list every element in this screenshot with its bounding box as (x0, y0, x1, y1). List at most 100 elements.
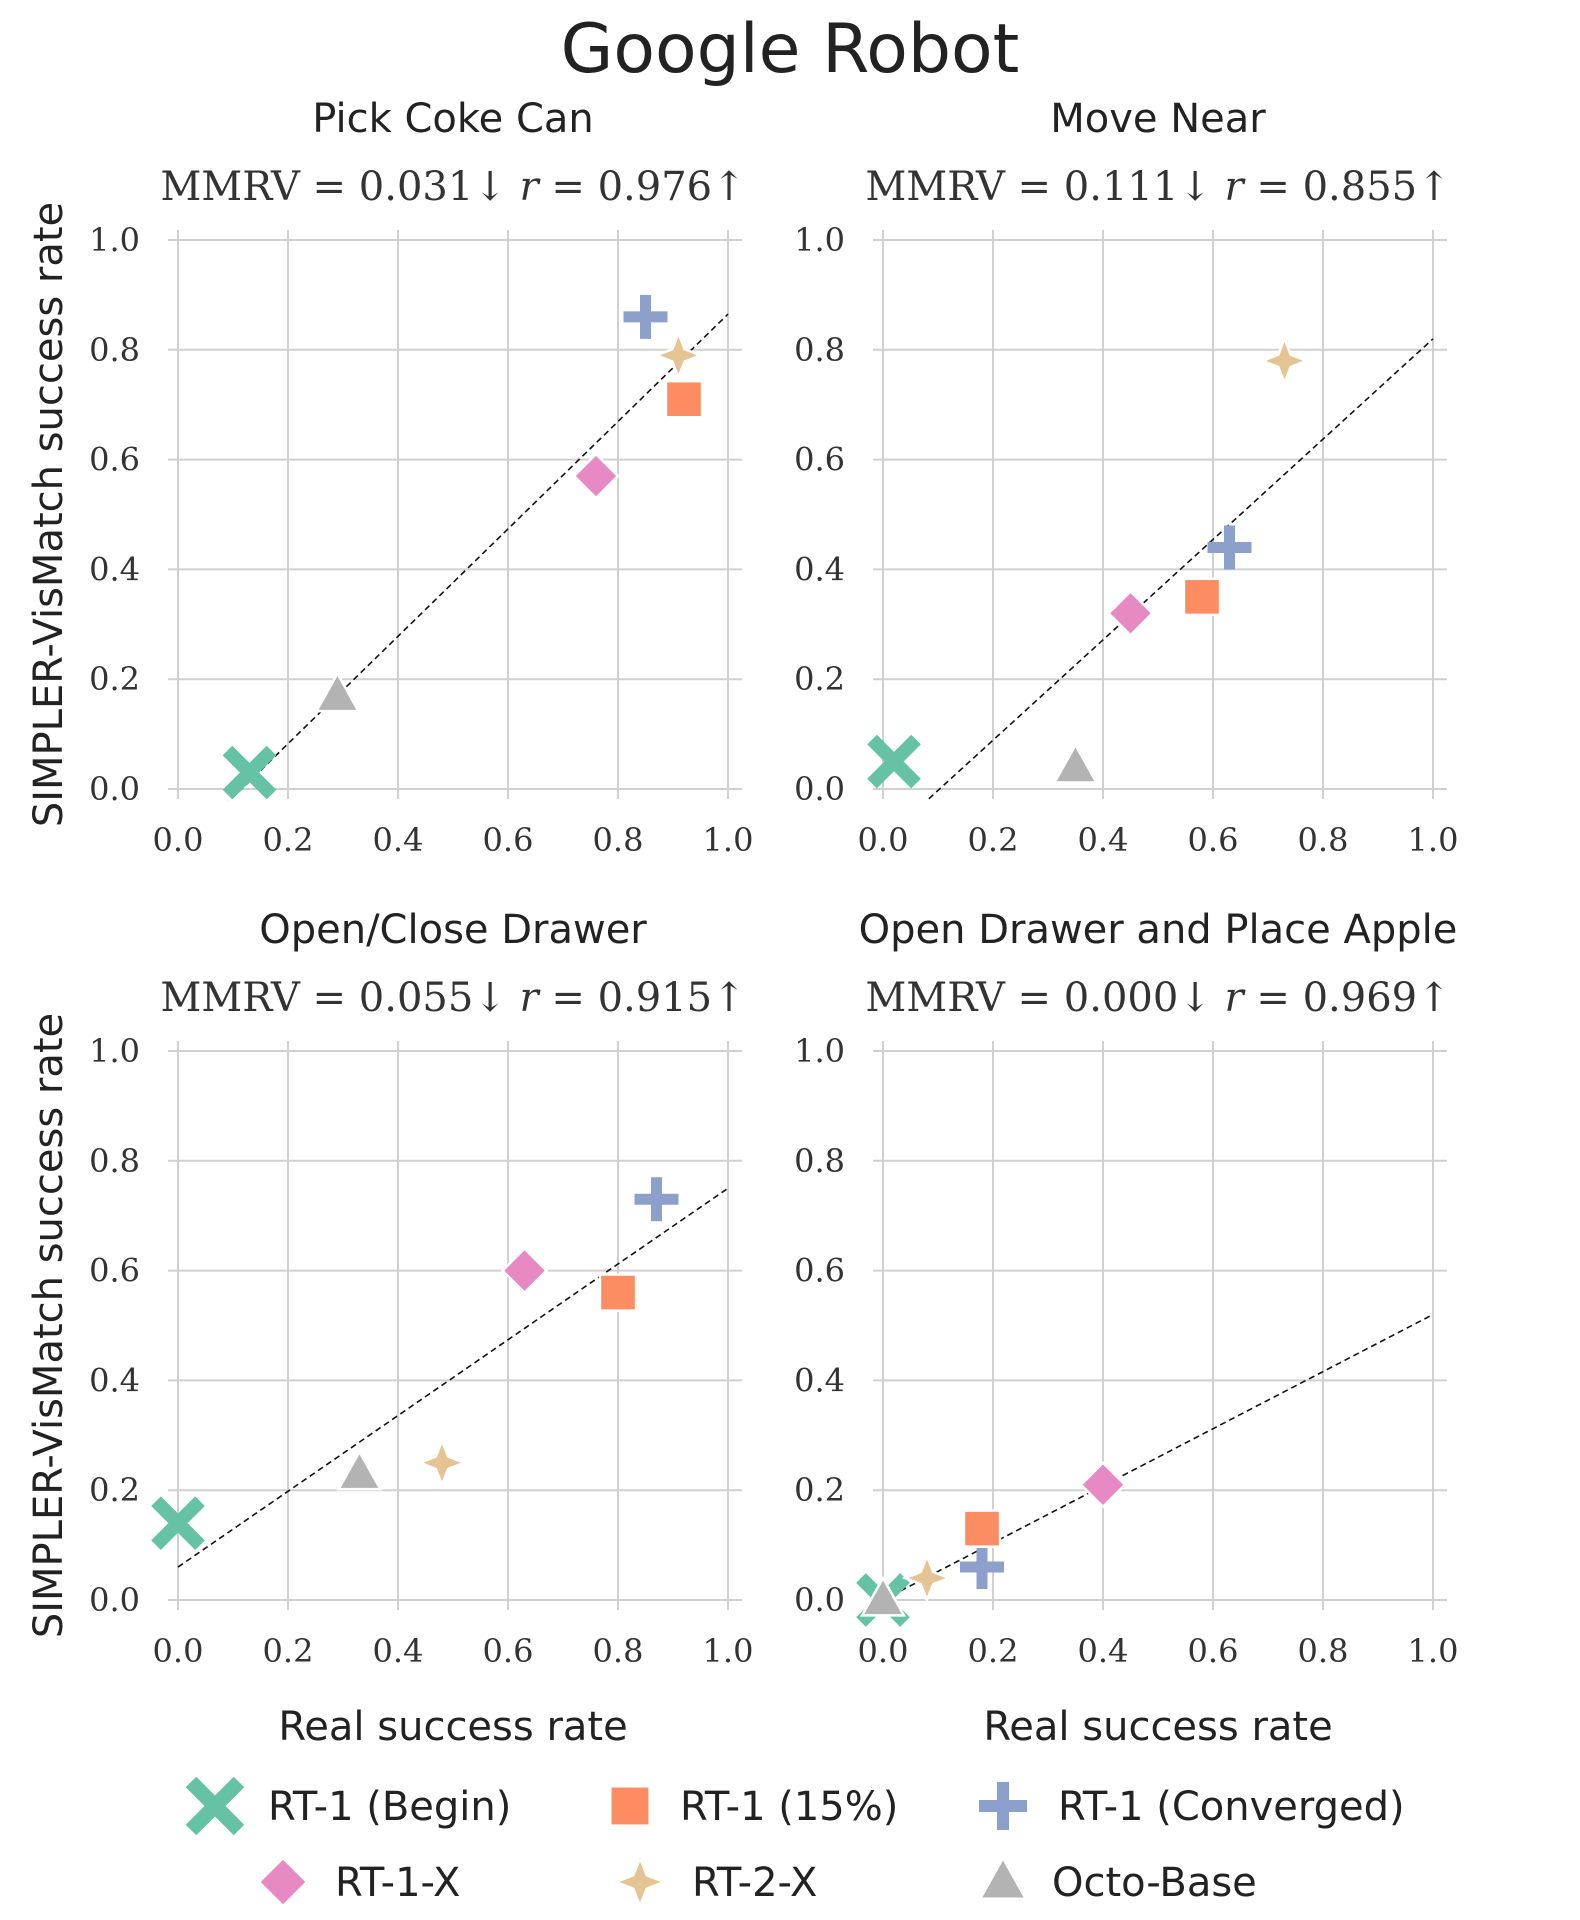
legend-label: Octo-Base (1052, 1860, 1257, 1906)
x-tick-label: 0.4 (1078, 1632, 1129, 1670)
y-tick-label: 0.2 (794, 660, 845, 698)
subplot-title: Move Near (1050, 96, 1266, 142)
data-point-octo (314, 671, 361, 713)
legend-label: RT-1 (Begin) (268, 1784, 511, 1830)
legend-marker-star4-icon (612, 1854, 668, 1910)
data-point-rt1_begin (222, 745, 277, 800)
x-tick-label: 1.0 (1408, 1632, 1459, 1670)
y-tick-label: 0.4 (794, 550, 845, 588)
legend-item-octo: Octo-Base (978, 1855, 1257, 1906)
data-point-rt1_15 (598, 1273, 638, 1312)
data-point-rt1_15 (962, 1509, 1002, 1548)
legend-marker-diamond-icon (257, 1856, 309, 1908)
mmrv-value: 0.111 (1064, 164, 1179, 210)
plot-area (871, 228, 1445, 801)
subplot-4: 0.0 0.2 0.4 0.6 0.8 1.0 0.0 0.2 0.4 0.6 0.8 1.0 Open… (794, 907, 1458, 1750)
r-value: 0.976 (598, 164, 713, 210)
y-tick-label: 0.0 (89, 770, 140, 808)
x-tick-label: 0.6 (483, 821, 534, 859)
x-tick-label: 0.6 (1188, 821, 1239, 859)
legend-item-rt1x: RT-1-X (257, 1856, 460, 1908)
fit-line (882, 1313, 1434, 1601)
x-tick-label: 0.4 (1078, 821, 1129, 859)
y-tick-label: 1.0 (794, 1032, 845, 1070)
x-tick-label: 0.2 (968, 1632, 1019, 1670)
x-tick-label: 0.6 (1188, 1632, 1239, 1670)
x-tick-label: 0.8 (593, 1632, 644, 1670)
x-tick-label: 0.2 (968, 821, 1019, 859)
data-point-rt2x (901, 1552, 953, 1604)
y-tick-label: 0.6 (794, 441, 845, 479)
x-tick-label: 0.4 (373, 821, 424, 859)
data-point-rt2x (416, 1437, 468, 1489)
data-point-rt1x (1106, 589, 1155, 638)
y-tick-label: 0.2 (794, 1471, 845, 1509)
x-tick-label: 0.0 (858, 1632, 909, 1670)
x-tick-label: 1.0 (1408, 821, 1459, 859)
y-tick-label: 0.0 (89, 1581, 140, 1619)
subplot-title: Open Drawer and Place Apple (859, 907, 1458, 953)
legend-label: RT-1 (Converged) (1058, 1784, 1405, 1830)
x-axis-label: Real success rate (278, 1704, 627, 1750)
y-axis-label: SIMPLER-VisMatch success rate (26, 202, 72, 827)
subplot-title: Open/Close Drawer (259, 907, 647, 953)
subplot-title: Pick Coke Can (312, 96, 593, 142)
y-tick-label: 0.8 (794, 1142, 845, 1180)
legend-item-rt1_conv: RT-1 (Converged) (979, 1782, 1405, 1830)
metric-line: MMRV = 0.031↓ r = 0.976↑ (160, 164, 745, 210)
y-tick-label: 0.6 (794, 1252, 845, 1290)
x-tick-label: 0.0 (153, 1632, 204, 1670)
y-tick-label: 0.8 (794, 331, 845, 369)
data-point-rt1_begin (867, 734, 921, 789)
r-value: 0.915 (598, 975, 713, 1021)
y-tick-label: 1.0 (794, 221, 845, 259)
legend-marker-plus-icon (979, 1782, 1027, 1830)
subplots: 0.0 0.2 0.4 0.6 0.8 1.0 0.0 0.2 0.4 0.6 0.8 1.0 Pick… (26, 96, 1458, 1750)
x-tick-label: 1.0 (703, 1632, 754, 1670)
y-tick-label: 0.2 (89, 1471, 140, 1509)
x-tick-label: 0.2 (263, 821, 314, 859)
x-tick-label: 0.8 (593, 821, 644, 859)
x-tick-label: 0.8 (1298, 1632, 1349, 1670)
data-point-rt1_conv (634, 1177, 679, 1222)
data-point-rt1_begin (151, 1496, 205, 1550)
legend-item-rt1_begin: RT-1 (Begin) (185, 1776, 511, 1836)
mmrv-value: 0.031 (359, 164, 474, 210)
x-tick-label: 0.0 (153, 821, 204, 859)
data-point-rt1_15 (1182, 577, 1222, 617)
legend-item-rt2x: RT-2-X (612, 1854, 817, 1910)
legend-label: RT-1-X (335, 1860, 460, 1906)
y-tick-label: 0.8 (89, 331, 140, 369)
y-tick-label: 0.6 (89, 441, 140, 479)
fit-line (925, 338, 1434, 801)
fit-line (177, 1187, 729, 1568)
x-axis-label: Real success rate (983, 1704, 1332, 1750)
plot-area (871, 1039, 1445, 1612)
y-axis-label: SIMPLER-VisMatch success rate (26, 1013, 72, 1638)
data-point-rt1_conv (1207, 525, 1252, 570)
y-tick-label: 1.0 (89, 1032, 140, 1070)
figure-title: Google Robot (561, 10, 1020, 89)
y-tick-label: 0.0 (794, 1581, 845, 1619)
y-tick-label: 0.0 (794, 770, 845, 808)
subplot-1: 0.0 0.2 0.4 0.6 0.8 1.0 0.0 0.2 0.4 0.6 0.8 1.0 Pick… (26, 96, 753, 859)
y-tick-label: 0.4 (794, 1361, 845, 1399)
x-tick-label: 1.0 (703, 821, 754, 859)
mmrv-value: 0.055 (359, 975, 474, 1021)
metric-line: MMRV = 0.055↓ r = 0.915↑ (160, 975, 745, 1021)
metric-line: MMRV = 0.111↓ r = 0.855↑ (865, 164, 1450, 210)
data-point-rt2x (1259, 335, 1310, 387)
y-tick-label: 0.4 (89, 550, 140, 588)
data-point-octo (336, 1449, 383, 1491)
mmrv-value: 0.000 (1064, 975, 1179, 1021)
data-point-octo (859, 1575, 907, 1617)
data-point-rt1_15 (664, 379, 704, 419)
x-tick-label: 0.6 (483, 1632, 534, 1670)
data-point-rt1x (572, 452, 620, 500)
y-tick-label: 1.0 (89, 221, 140, 259)
data-point-rt1x (1079, 1460, 1127, 1509)
legend-label: RT-1 (15%) (680, 1784, 898, 1830)
data-point-rt1_conv (623, 294, 668, 339)
subplot-3: 0.0 0.2 0.4 0.6 0.8 1.0 0.0 0.2 0.4 0.6 0.8 1.0 Open… (26, 907, 753, 1750)
data-point-rt1x (500, 1246, 549, 1295)
